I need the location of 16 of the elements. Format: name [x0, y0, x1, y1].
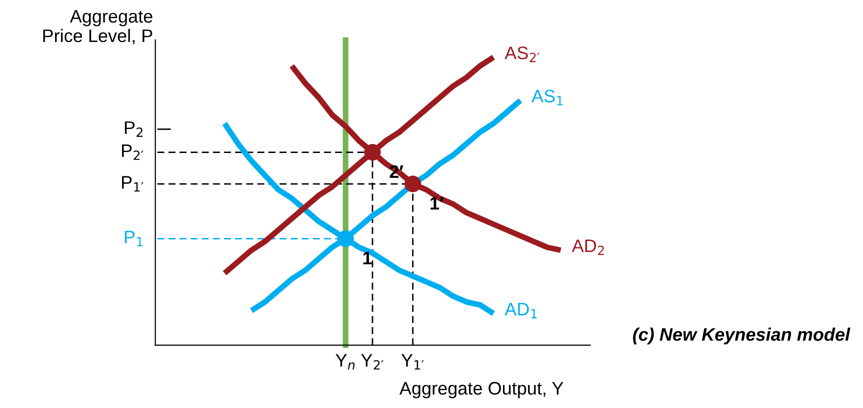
y-axis-title: Aggregate Price Level, P [43, 10, 152, 44]
x-tick-label: Y$_{2′}$ [361, 354, 384, 370]
series-label: P$_{2′}$ [122, 144, 144, 160]
series-label: P$_{1′}$ [122, 176, 144, 192]
series-label: AS$_{1}$ [532, 90, 563, 106]
x-tick-label: Y$_{1′}$ [401, 354, 424, 370]
series-label: AD$_{1}$ [504, 302, 537, 318]
x-axis-title: Aggregate Output, Y [399, 382, 564, 398]
series-label: AS$_{2′}$ [504, 46, 540, 62]
x-tick-label: Y$_{n}$ [336, 354, 355, 370]
series-label: P$_{2}$ [124, 121, 142, 137]
annotation: 1 [363, 252, 372, 264]
series-label: AD$_{2}$ [572, 240, 604, 255]
series-label: P$_{1}$ [124, 230, 143, 246]
annotation: 1′ [430, 197, 444, 210]
text: (c) New Keynesian model [632, 328, 850, 344]
